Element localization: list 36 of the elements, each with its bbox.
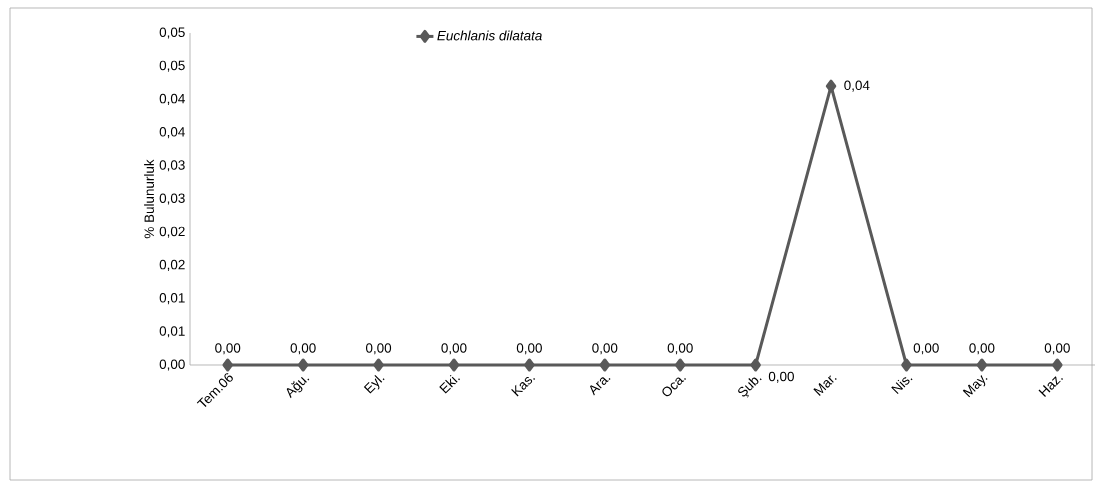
data-label: 0,00 [667, 343, 693, 355]
y-tick-label: 0,00 [159, 359, 185, 371]
y-tick-label: 0,02 [159, 259, 185, 271]
data-label: 0,00 [365, 343, 392, 355]
y-tick-label: 0,03 [159, 160, 185, 172]
x-tick-label: Eki. [439, 374, 460, 394]
y-tick-label: 0,01 [159, 326, 185, 338]
x-tick-label: Nis. [891, 377, 913, 395]
y-tick-label: 0,04 [159, 93, 185, 105]
data-label: 0,00 [913, 343, 939, 355]
y-tick-label: 0,01 [159, 293, 185, 305]
x-tick-label: Kas. [511, 376, 536, 397]
data-label: 0,00 [969, 343, 995, 355]
data-label: 0,00 [768, 371, 794, 383]
y-tick-label: 0,04 [159, 127, 185, 139]
legend-label: Euchlanis dilatata [437, 30, 542, 41]
data-label: 0,00 [215, 343, 241, 355]
x-tick-label: Haz. [1038, 376, 1063, 397]
x-tick-label: Eyl. [363, 374, 385, 394]
data-label: 0,04 [844, 80, 870, 92]
x-tick-label: Oca. [662, 377, 686, 397]
y-axis-title: % Bulunurluk [144, 159, 154, 239]
y-tick-label: 0,05 [159, 27, 185, 39]
data-label: 0,00 [516, 343, 542, 355]
y-tick-label: 0,03 [159, 193, 185, 205]
data-label: 0,00 [1044, 343, 1070, 355]
data-label: 0,00 [290, 343, 316, 355]
x-tick-label: Şub. [738, 377, 762, 398]
x-tick-label: Ara. [590, 377, 611, 396]
y-tick-label: 0,05 [159, 60, 185, 72]
x-tick-label: Ağu. [286, 376, 310, 399]
data-label: 0,00 [441, 343, 467, 355]
x-tick-label: Mar. [813, 375, 837, 396]
x-tick-label: May. [962, 375, 988, 398]
y-tick-label: 0,02 [159, 226, 185, 238]
data-label: 0,00 [592, 343, 618, 355]
